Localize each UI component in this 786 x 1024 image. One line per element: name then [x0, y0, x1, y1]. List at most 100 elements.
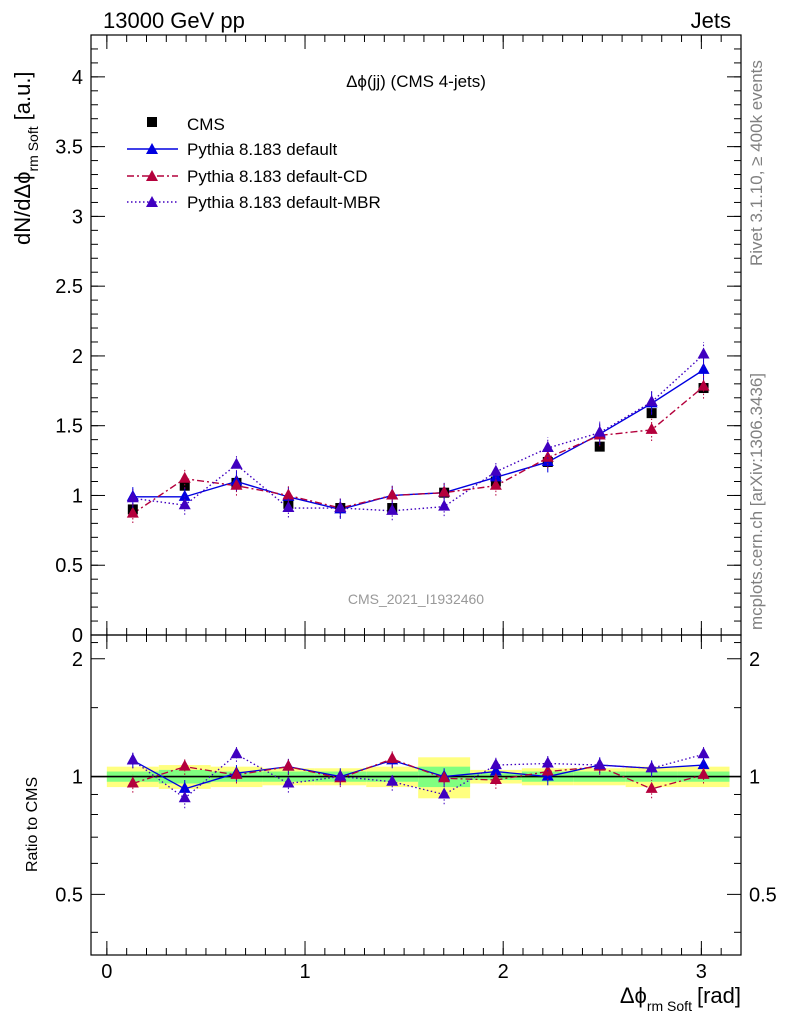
main-point-cms — [179, 480, 190, 491]
ratio-point-cd — [645, 781, 658, 793]
main-point-default — [489, 470, 502, 482]
legend-entry-mbr: Pythia 8.183 default-MBR — [127, 193, 381, 212]
ratio-point-cd — [282, 759, 295, 771]
legend-entry-cms: CMS — [147, 115, 225, 134]
main-point-cd — [230, 478, 243, 490]
legend-label-default: Pythia 8.183 default — [187, 140, 338, 159]
ratio-point-cd — [230, 767, 243, 779]
main-y-label: dN/dΔϕrm Soft [a.u.] — [10, 71, 41, 245]
legend-marker-mbr — [146, 196, 158, 207]
ratio-point-default — [178, 781, 191, 793]
main-point-cd — [386, 488, 399, 500]
main-line-default — [132, 369, 704, 511]
ratio-x-tick-label: 0 — [101, 961, 112, 983]
ratio-point-cd — [126, 776, 139, 788]
ratio-x-tick-label: 1 — [299, 961, 310, 983]
ratio-point-cd — [697, 767, 710, 779]
ratio-point-default — [489, 764, 502, 776]
main-y-tick-label: 4 — [72, 67, 83, 89]
watermark: CMS_2021_I1932460 — [348, 591, 484, 607]
legend-marker-cd — [146, 170, 158, 181]
main-line-cd — [132, 386, 704, 515]
main-point-default — [178, 489, 191, 501]
main-y-tick-label: 1 — [72, 485, 83, 507]
ratio-x-tick-label: 2 — [498, 961, 509, 983]
main-panel: 0 0.5 1 1.5 2 2.5 3 3.5 4 Δϕ(jj) (CMS 4-jets) CM… — [10, 34, 742, 647]
main-point-mbr — [697, 347, 710, 359]
legend-label-cd: Pythia 8.183 default-CD — [187, 167, 368, 186]
main-point-mbr — [178, 498, 191, 510]
ratio-point-mbr — [178, 791, 191, 803]
ratio-point-cd — [386, 751, 399, 763]
main-y-tick-label: 2 — [72, 346, 83, 368]
ratio-frame — [90, 634, 742, 956]
main-point-cd — [541, 450, 554, 462]
main-point-cd — [282, 488, 295, 500]
main-y-tick-label: 0.5 — [55, 555, 83, 577]
main-point-mbr — [593, 425, 606, 437]
ratio-bands — [106, 757, 730, 799]
main-line-mbr — [132, 354, 705, 512]
x-label-main: Δϕ — [620, 983, 647, 1008]
main-title: Δϕ(jj) (CMS 4-jets) — [346, 72, 486, 91]
ratio-y-tick-label: 0.5 — [55, 884, 83, 906]
ratio-point-cd — [438, 771, 451, 783]
y-label-unit: [a.u.] — [10, 71, 35, 120]
main-point-cd — [697, 379, 710, 391]
process-label: Jets — [691, 8, 731, 33]
ratio-point-mbr — [645, 761, 658, 773]
ratio-point-mbr — [541, 756, 554, 768]
ratio-point-mbr — [386, 774, 399, 786]
ratio-point-mbr — [697, 747, 710, 759]
ratio-y-tick-label: 1 — [72, 767, 83, 789]
energy-label: 13000 GeV pp — [103, 8, 245, 33]
ratio-point-mbr — [438, 787, 451, 799]
ratio-x-ticks: 0 1 2 3 — [101, 635, 722, 983]
ratio-point-mbr — [230, 747, 243, 759]
legend-marker-cms — [147, 117, 157, 127]
main-y-tick-label: 3.5 — [55, 137, 83, 159]
ratio-point-cd — [178, 759, 191, 771]
main-point-default — [697, 362, 710, 374]
legend-label-cms: CMS — [187, 115, 225, 134]
main-series — [126, 341, 710, 524]
ratio-point-mbr — [282, 776, 295, 788]
main-y-tick-label: 0 — [72, 625, 83, 647]
ratio-line-cd — [132, 758, 704, 790]
main-point-mbr — [489, 464, 502, 476]
main-point-cd — [489, 478, 502, 490]
svg-text:dN/dΔϕrm Soft[a.u.]: dN/dΔϕrm Soft [a.u.] — [10, 71, 41, 245]
main-point-cd — [126, 506, 139, 518]
main-y-tick-label: 1.5 — [55, 416, 83, 438]
ratio-y-tick-label-right: 1 — [749, 767, 760, 789]
ratio-point-mbr — [489, 758, 502, 770]
ratio-point-mbr — [126, 753, 139, 765]
ratio-x-tick-label: 3 — [696, 961, 707, 983]
main-point-cms — [594, 441, 605, 452]
legend-entry-cd: Pythia 8.183 default-CD — [127, 167, 368, 186]
main-y-tick-label: 2.5 — [55, 276, 83, 298]
main-point-mbr — [126, 491, 139, 503]
mcplots-label: mcplots.cern.ch [arXiv:1306.3436] — [747, 373, 766, 630]
main-point-cd — [438, 485, 451, 497]
ratio-y-tick-label-right: 2 — [749, 649, 760, 671]
legend-entry-default: Pythia 8.183 default — [127, 140, 338, 159]
legend-label-mbr: Pythia 8.183 default-MBR — [187, 193, 381, 212]
main-point-mbr — [438, 499, 451, 511]
main-y-ticks: 0 0.5 1 1.5 2 2.5 3 3.5 4 — [55, 34, 741, 647]
legend-marker-default — [146, 143, 158, 154]
ratio-series — [126, 747, 710, 809]
x-label: Δϕrm Soft [rad] — [620, 983, 741, 1014]
ratio-y-tick-label-right: 0.5 — [749, 884, 777, 906]
main-point-cd — [645, 422, 658, 434]
main-point-mbr — [645, 394, 658, 406]
main-point-mbr — [230, 457, 243, 469]
ratio-point-default — [697, 758, 710, 770]
ratio-point-mbr — [334, 769, 347, 781]
ratio-y-tick-label: 2 — [72, 649, 83, 671]
ratio-line-mbr — [132, 753, 704, 800]
ratio-y-label: Ratio to CMS — [24, 777, 41, 872]
main-point-mbr — [386, 503, 399, 515]
y-label-main: dN/dΔϕ — [10, 172, 35, 246]
